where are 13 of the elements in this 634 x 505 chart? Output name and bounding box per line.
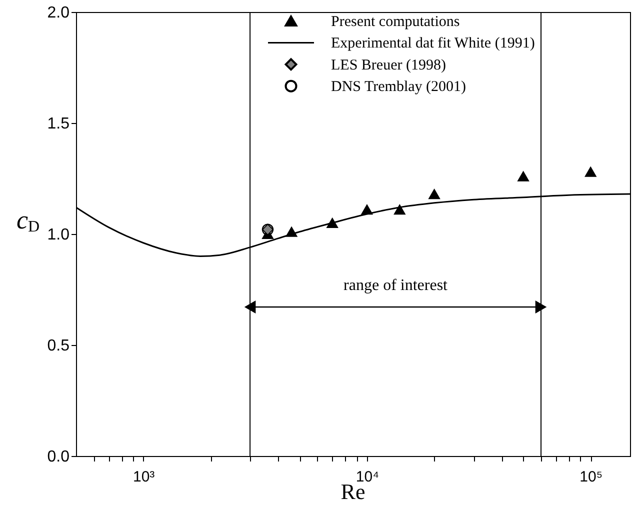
x-tick-label: 10⁴ — [356, 468, 380, 486]
y-tick-label: 0.5 — [47, 338, 70, 354]
legend-label: Present computations — [331, 14, 460, 30]
y-tick-label: 2.0 — [47, 4, 70, 22]
y-tick-label: 0.0 — [47, 448, 70, 466]
legend-label: Experimental dat fit White (1991) — [331, 36, 535, 52]
annotation: range of interest — [344, 277, 448, 294]
y-tick-label: 1.0 — [47, 226, 70, 244]
legend-label: LES Breuer (1998) — [331, 57, 446, 74]
y-tick-label: 1.5 — [47, 116, 70, 132]
x-tick-label: 10³ — [132, 468, 155, 486]
x-tick-label: 10⁵ — [580, 468, 603, 486]
legend-label: DNS Tremblay (2001) — [331, 79, 466, 96]
